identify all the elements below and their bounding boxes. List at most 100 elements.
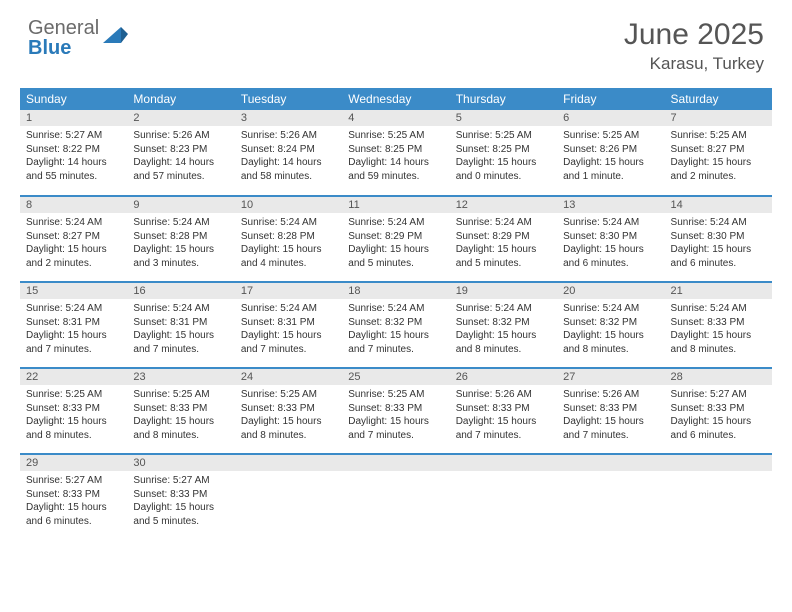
day-body: Sunrise: 5:24 AMSunset: 8:30 PMDaylight:… [665, 213, 772, 274]
day-number: 15 [20, 283, 127, 299]
weekday-header: Friday [557, 88, 664, 110]
sunrise-text: Sunrise: 5:24 AM [671, 216, 766, 230]
sunset-text: Sunset: 8:32 PM [456, 316, 551, 330]
calendar-cell: 12Sunrise: 5:24 AMSunset: 8:29 PMDayligh… [450, 196, 557, 282]
day-number: 7 [665, 110, 772, 126]
sunset-text: Sunset: 8:33 PM [563, 402, 658, 416]
calendar-cell: 24Sunrise: 5:25 AMSunset: 8:33 PMDayligh… [235, 368, 342, 454]
sunrise-text: Sunrise: 5:24 AM [671, 302, 766, 316]
calendar-cell: 14Sunrise: 5:24 AMSunset: 8:30 PMDayligh… [665, 196, 772, 282]
daylight-text: and 8 minutes. [241, 429, 336, 443]
daylight-text: and 2 minutes. [671, 170, 766, 184]
sunset-text: Sunset: 8:33 PM [671, 316, 766, 330]
sunrise-text: Sunrise: 5:24 AM [26, 216, 121, 230]
daylight-text: and 6 minutes. [671, 429, 766, 443]
sunset-text: Sunset: 8:33 PM [26, 488, 121, 502]
sunset-text: Sunset: 8:29 PM [456, 230, 551, 244]
day-number: 13 [557, 197, 664, 213]
page-title: June 2025 [624, 18, 764, 52]
weekday-header: Thursday [450, 88, 557, 110]
calendar-cell [235, 454, 342, 540]
day-number: 23 [127, 369, 234, 385]
sunrise-text: Sunrise: 5:25 AM [456, 129, 551, 143]
daylight-text: Daylight: 15 hours [348, 415, 443, 429]
calendar-cell: 16Sunrise: 5:24 AMSunset: 8:31 PMDayligh… [127, 282, 234, 368]
day-number: 9 [127, 197, 234, 213]
day-number: 5 [450, 110, 557, 126]
calendar-cell [557, 454, 664, 540]
daylight-text: and 8 minutes. [563, 343, 658, 357]
weekday-header: Saturday [665, 88, 772, 110]
daylight-text: and 7 minutes. [348, 343, 443, 357]
day-number: 25 [342, 369, 449, 385]
daylight-text: Daylight: 15 hours [563, 243, 658, 257]
sunrise-text: Sunrise: 5:24 AM [26, 302, 121, 316]
daylight-text: and 59 minutes. [348, 170, 443, 184]
day-body: Sunrise: 5:27 AMSunset: 8:33 PMDaylight:… [665, 385, 772, 446]
calendar-cell [450, 454, 557, 540]
sunrise-text: Sunrise: 5:25 AM [241, 388, 336, 402]
calendar-cell: 8Sunrise: 5:24 AMSunset: 8:27 PMDaylight… [20, 196, 127, 282]
day-body: Sunrise: 5:25 AMSunset: 8:25 PMDaylight:… [342, 126, 449, 187]
sunset-text: Sunset: 8:30 PM [563, 230, 658, 244]
day-number: 6 [557, 110, 664, 126]
day-number: 21 [665, 283, 772, 299]
day-number [235, 455, 342, 471]
day-body: Sunrise: 5:25 AMSunset: 8:27 PMDaylight:… [665, 126, 772, 187]
sunset-text: Sunset: 8:24 PM [241, 143, 336, 157]
sunrise-text: Sunrise: 5:26 AM [563, 388, 658, 402]
calendar-cell [342, 454, 449, 540]
sunset-text: Sunset: 8:23 PM [133, 143, 228, 157]
header: General Blue June 2025 Karasu, Turkey [0, 0, 792, 82]
daylight-text: Daylight: 15 hours [563, 156, 658, 170]
day-number [342, 455, 449, 471]
daylight-text: Daylight: 15 hours [348, 243, 443, 257]
daylight-text: Daylight: 15 hours [671, 243, 766, 257]
daylight-text: and 5 minutes. [348, 257, 443, 271]
day-number: 16 [127, 283, 234, 299]
day-number [665, 455, 772, 471]
daylight-text: and 6 minutes. [26, 515, 121, 529]
daylight-text: and 7 minutes. [456, 429, 551, 443]
daylight-text: and 8 minutes. [671, 343, 766, 357]
daylight-text: Daylight: 15 hours [26, 415, 121, 429]
calendar-cell: 17Sunrise: 5:24 AMSunset: 8:31 PMDayligh… [235, 282, 342, 368]
day-body: Sunrise: 5:24 AMSunset: 8:28 PMDaylight:… [235, 213, 342, 274]
day-body: Sunrise: 5:26 AMSunset: 8:24 PMDaylight:… [235, 126, 342, 187]
logo: General Blue [28, 18, 129, 58]
day-body: Sunrise: 5:24 AMSunset: 8:32 PMDaylight:… [342, 299, 449, 360]
sunrise-text: Sunrise: 5:24 AM [133, 302, 228, 316]
day-number: 26 [450, 369, 557, 385]
daylight-text: and 7 minutes. [241, 343, 336, 357]
sunset-text: Sunset: 8:33 PM [241, 402, 336, 416]
daylight-text: Daylight: 15 hours [133, 243, 228, 257]
calendar-row: 8Sunrise: 5:24 AMSunset: 8:27 PMDaylight… [20, 196, 772, 282]
daylight-text: Daylight: 15 hours [456, 415, 551, 429]
daylight-text: Daylight: 15 hours [563, 329, 658, 343]
sunset-text: Sunset: 8:28 PM [241, 230, 336, 244]
daylight-text: and 8 minutes. [456, 343, 551, 357]
sunset-text: Sunset: 8:33 PM [671, 402, 766, 416]
daylight-text: and 58 minutes. [241, 170, 336, 184]
day-number [557, 455, 664, 471]
calendar-row: 15Sunrise: 5:24 AMSunset: 8:31 PMDayligh… [20, 282, 772, 368]
weekday-header: Tuesday [235, 88, 342, 110]
daylight-text: and 7 minutes. [26, 343, 121, 357]
daylight-text: and 1 minute. [563, 170, 658, 184]
calendar-cell: 25Sunrise: 5:25 AMSunset: 8:33 PMDayligh… [342, 368, 449, 454]
calendar-cell: 13Sunrise: 5:24 AMSunset: 8:30 PMDayligh… [557, 196, 664, 282]
sunrise-text: Sunrise: 5:24 AM [563, 302, 658, 316]
title-block: June 2025 Karasu, Turkey [624, 18, 764, 74]
daylight-text: and 5 minutes. [133, 515, 228, 529]
sunrise-text: Sunrise: 5:25 AM [348, 388, 443, 402]
daylight-text: Daylight: 15 hours [26, 243, 121, 257]
day-body [557, 471, 664, 478]
day-body [450, 471, 557, 478]
calendar-cell: 6Sunrise: 5:25 AMSunset: 8:26 PMDaylight… [557, 110, 664, 196]
calendar-cell: 3Sunrise: 5:26 AMSunset: 8:24 PMDaylight… [235, 110, 342, 196]
sunset-text: Sunset: 8:33 PM [26, 402, 121, 416]
day-number: 24 [235, 369, 342, 385]
calendar-row: 1Sunrise: 5:27 AMSunset: 8:22 PMDaylight… [20, 110, 772, 196]
daylight-text: Daylight: 15 hours [133, 501, 228, 515]
sunrise-text: Sunrise: 5:24 AM [241, 302, 336, 316]
